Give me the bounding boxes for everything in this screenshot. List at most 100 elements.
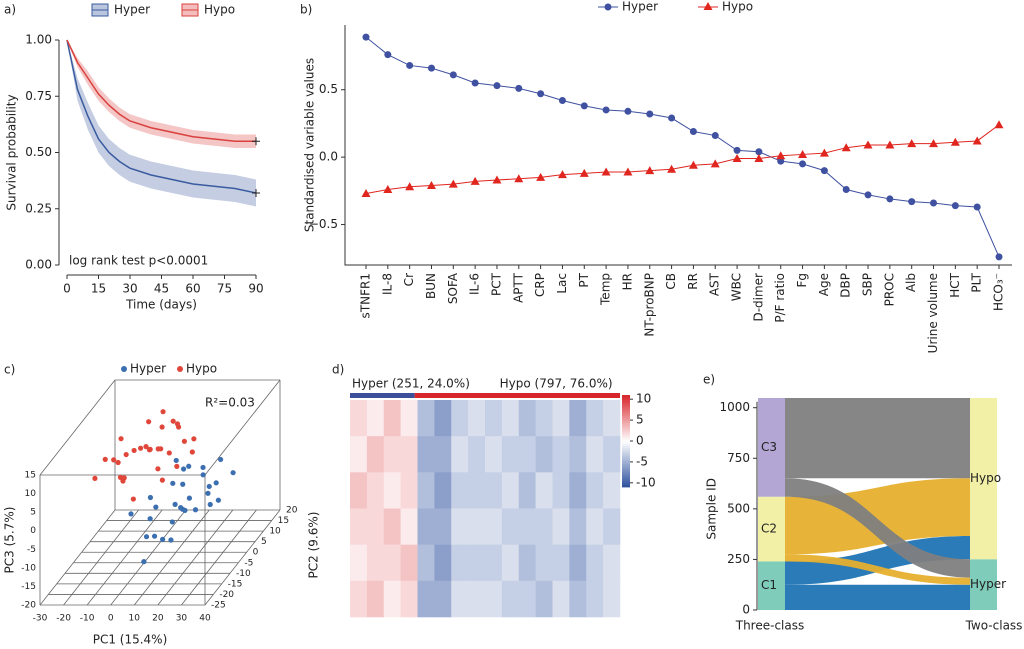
annotation: log rank test p<0.0001 bbox=[69, 254, 208, 268]
heatmap-cell bbox=[434, 436, 452, 473]
x-tick-label: PLT bbox=[970, 272, 984, 292]
heatmap-cell bbox=[501, 436, 520, 473]
point bbox=[200, 472, 206, 478]
heatmap-cell bbox=[468, 472, 486, 509]
x-tick-label: 40 bbox=[199, 614, 211, 624]
heatmap-cell bbox=[417, 544, 435, 582]
z-tick-label: -25 bbox=[211, 601, 226, 611]
legend-label: Hyper bbox=[622, 0, 658, 14]
point bbox=[170, 480, 176, 486]
heatmap-cell bbox=[383, 580, 401, 618]
floor-grid bbox=[86, 509, 163, 606]
point bbox=[557, 170, 567, 179]
point bbox=[169, 519, 175, 525]
line bbox=[365, 124, 1000, 195]
point bbox=[668, 114, 676, 122]
point bbox=[755, 148, 763, 156]
legend-label: Hyper bbox=[114, 3, 150, 17]
legend-marker bbox=[121, 366, 127, 372]
heatmap-cell bbox=[485, 472, 503, 509]
point bbox=[688, 160, 698, 169]
floor-grid bbox=[110, 509, 187, 606]
point bbox=[111, 457, 117, 463]
heatmap-cell bbox=[552, 436, 570, 473]
z-tick-label: -15 bbox=[228, 579, 243, 589]
x-tick-label: PROC bbox=[882, 273, 896, 306]
x-tick-label: Cr bbox=[402, 273, 416, 286]
heatmap-cell bbox=[552, 472, 570, 509]
y-axis-label: Survival probability bbox=[5, 94, 19, 210]
annotation: R²=0.03 bbox=[205, 396, 255, 410]
heatmap-cell bbox=[417, 472, 435, 509]
heatmap-cell bbox=[366, 436, 385, 473]
x-tick-label: APTT bbox=[511, 272, 525, 303]
heatmap-cell bbox=[485, 400, 503, 437]
point bbox=[160, 536, 166, 542]
heatmap-cell bbox=[569, 400, 587, 437]
colorbar-cell bbox=[622, 411, 630, 414]
y-tick-label: 0 bbox=[742, 603, 750, 617]
point bbox=[189, 449, 195, 455]
y-axis-label: Standardised variable values bbox=[303, 58, 317, 232]
point bbox=[514, 174, 524, 183]
x-tick-label: CRP bbox=[533, 273, 547, 297]
node-label: C3 bbox=[761, 440, 777, 454]
heatmap-cell bbox=[400, 580, 418, 618]
group-bar bbox=[350, 393, 415, 398]
heatmap-cell bbox=[434, 508, 452, 545]
y-tick-label: -10 bbox=[21, 563, 36, 573]
colorbar-cell bbox=[622, 404, 630, 407]
censor-mark bbox=[252, 189, 260, 197]
x-tick-label: BUN bbox=[424, 273, 438, 299]
colorbar-cell bbox=[622, 408, 630, 412]
x-tick-label: IL-6 bbox=[468, 273, 482, 295]
x-tick-label: Alb bbox=[904, 273, 918, 292]
x-tick-label: D-dimer bbox=[751, 273, 765, 322]
y-tick-label: 250 bbox=[727, 552, 750, 566]
point bbox=[950, 137, 960, 146]
point bbox=[147, 494, 154, 501]
legend-label: Hyper bbox=[130, 362, 166, 376]
axis bbox=[344, 25, 1012, 266]
colorbar-cell bbox=[622, 395, 630, 398]
point bbox=[623, 167, 633, 176]
point bbox=[181, 438, 188, 444]
heatmap-cell bbox=[451, 472, 469, 509]
heatmap-cell bbox=[535, 544, 553, 582]
point bbox=[885, 140, 895, 149]
y-tick-label: 5 bbox=[30, 508, 36, 518]
colorbar-cell bbox=[622, 466, 630, 469]
heatmap-cell bbox=[350, 544, 368, 582]
heatmap-cell bbox=[451, 544, 469, 582]
colorbar-cell bbox=[622, 415, 630, 419]
colorbar-cell bbox=[622, 443, 630, 446]
colorbar-cell bbox=[622, 484, 630, 488]
heatmap-cell bbox=[366, 400, 385, 437]
heatmap-cell bbox=[501, 580, 520, 618]
panel-label: d) bbox=[332, 363, 344, 377]
x-tick-label: HCT bbox=[948, 272, 962, 297]
point bbox=[951, 202, 959, 210]
y-tick-label: 0.75 bbox=[25, 89, 52, 103]
point bbox=[121, 475, 127, 481]
colorbar-cell bbox=[622, 450, 630, 453]
colorbar-cell bbox=[622, 418, 630, 421]
y-tick-label: 500 bbox=[727, 501, 750, 515]
heatmap-cell bbox=[350, 508, 368, 545]
point bbox=[536, 172, 546, 181]
point bbox=[186, 463, 192, 469]
point bbox=[206, 483, 212, 490]
heatmap-cell bbox=[366, 472, 385, 509]
x-axis-label: PC1 (15.4%) bbox=[93, 633, 168, 647]
point bbox=[972, 136, 982, 145]
heatmap-cell bbox=[434, 472, 452, 509]
point bbox=[449, 71, 457, 79]
colorbar-cell bbox=[622, 482, 630, 486]
heatmap-cell bbox=[569, 580, 587, 618]
colorbar-cell bbox=[622, 475, 630, 479]
heatmap-cell bbox=[603, 508, 621, 545]
point bbox=[218, 456, 224, 463]
node bbox=[758, 398, 785, 497]
point bbox=[200, 464, 206, 471]
colorbar-cell bbox=[622, 464, 630, 467]
